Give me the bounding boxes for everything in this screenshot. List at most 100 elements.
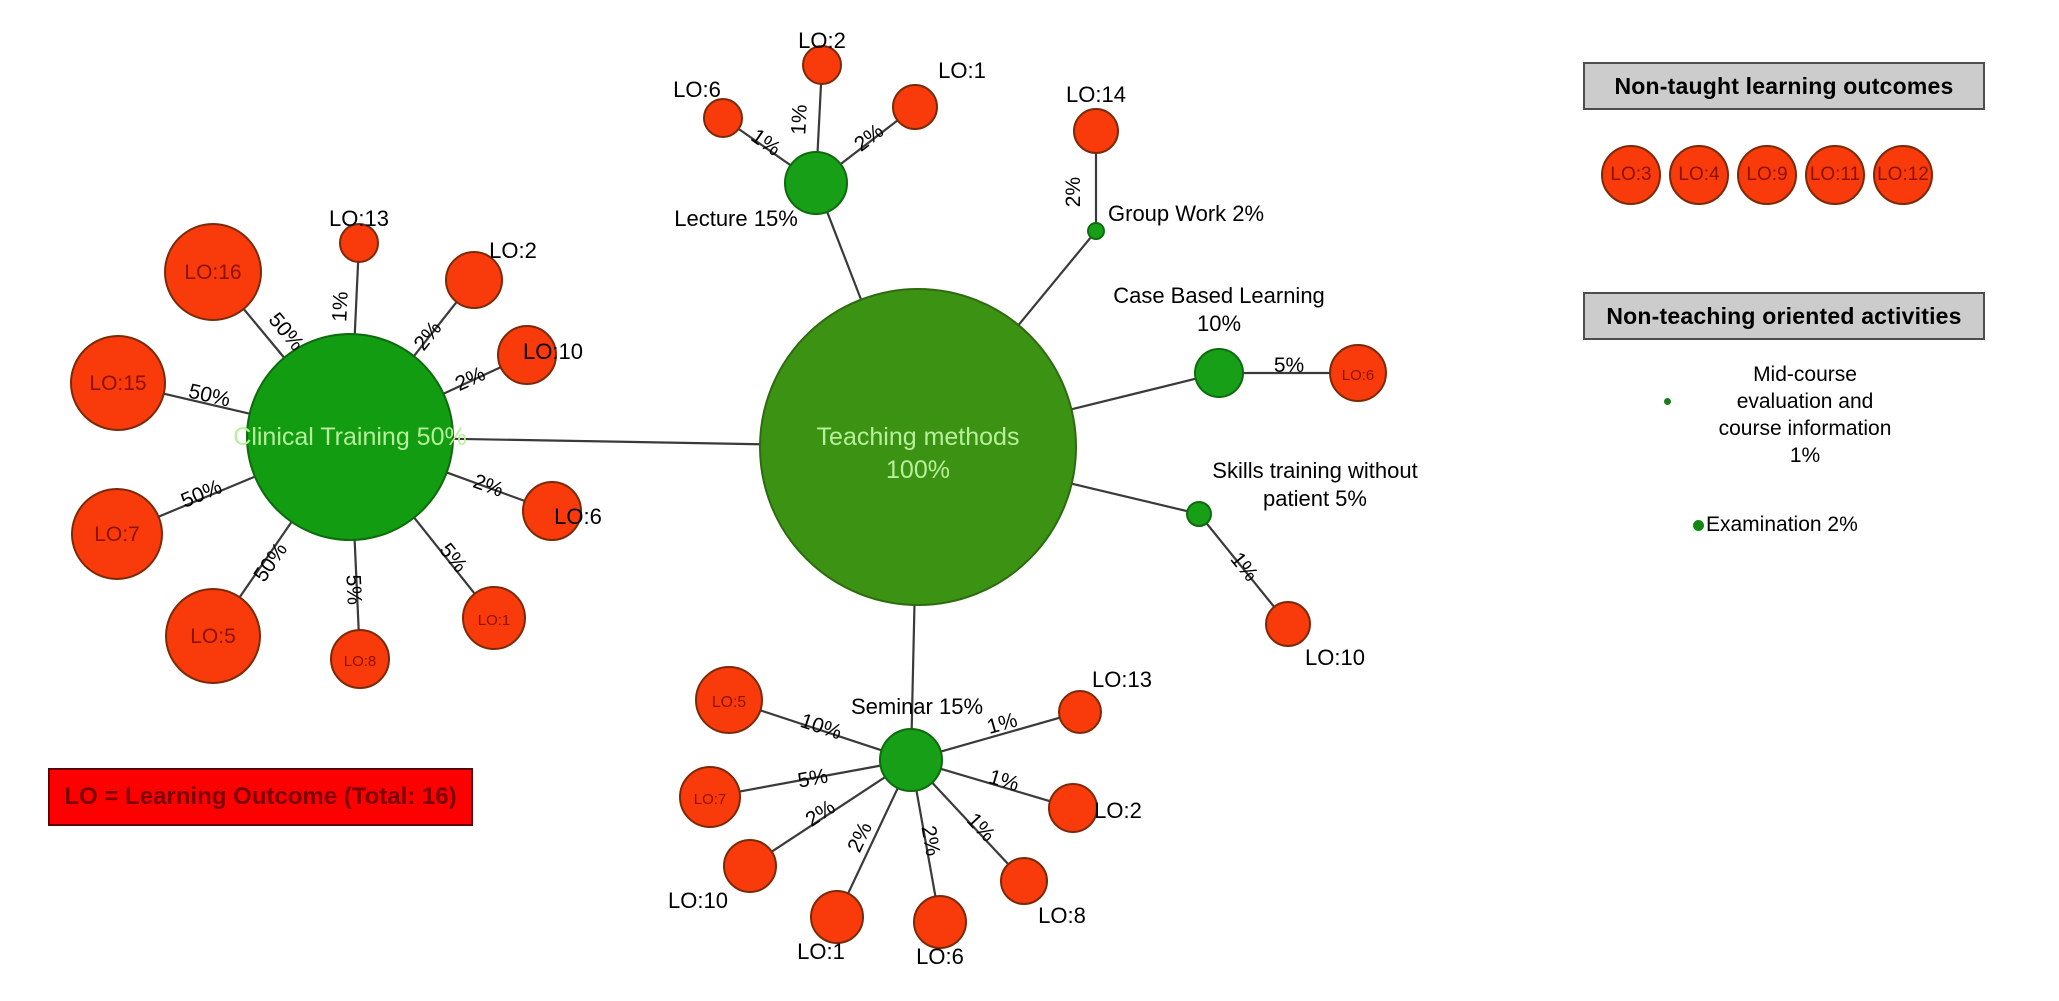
edge-weight-label: 2% — [470, 470, 506, 502]
node-hub-skills[interactable] — [1186, 501, 1212, 527]
leaf-label-lo6: LO:6 — [673, 77, 721, 102]
leaf-label-lo6: LO:6 — [916, 944, 964, 969]
node-leaf-lo1[interactable] — [462, 586, 526, 650]
edge-clinical-to-LO7 — [158, 475, 256, 518]
node-leaf-lo10[interactable] — [497, 325, 557, 385]
edge-seminar-to-LO10 — [771, 776, 886, 853]
node-leaf-lo8[interactable] — [1000, 857, 1048, 905]
node-leaf-lo7[interactable] — [71, 488, 163, 580]
edge-seminar-to-LO13 — [940, 716, 1061, 753]
leaf-label-lo2: LO:2 — [798, 28, 846, 53]
node-leaf-lo6[interactable] — [703, 98, 743, 138]
legend-item-mid-course-evaluation: Mid-course evaluation and course informati… — [1664, 362, 1930, 470]
node-leaf-lo5[interactable] — [165, 588, 261, 684]
hub-label-skills: Skills training without — [1212, 458, 1417, 483]
lo-key-legend: LO = Learning Outcome (Total: 16) — [48, 768, 473, 826]
edge-clinical-to-LO8 — [353, 539, 360, 631]
leaf-label-lo10: LO:10 — [523, 339, 583, 364]
node-leaf-lo7[interactable] — [679, 766, 741, 828]
leaf-label-lo1: LO:1 — [478, 612, 511, 629]
edge-root-to-groupwork — [1017, 236, 1092, 326]
non-taught-lo-list: LO:3 LO:4 LO:9 LO:11 LO:12 — [1601, 145, 1933, 205]
non-taught-lo-chip-lo3[interactable]: LO:3 — [1601, 145, 1661, 205]
node-leaf-lo13[interactable] — [339, 223, 379, 263]
edge-clinical-to-LO15 — [163, 392, 250, 415]
node-leaf-lo2[interactable] — [802, 45, 842, 85]
node-hub-teaching-methods[interactable] — [759, 288, 1077, 606]
leaf-label-lo7: LO:7 — [694, 791, 727, 808]
legend-item-examination: Examination 2% — [1693, 513, 1858, 537]
leaf-label-lo14: LO:14 — [1066, 82, 1126, 107]
node-leaf-lo2[interactable] — [1048, 783, 1098, 833]
edge-weight-label: 1% — [787, 104, 812, 135]
node-hub-clinical[interactable] — [246, 333, 454, 541]
leaf-label-lo1: LO:1 — [938, 58, 986, 83]
leaf-label-lo7: LO:7 — [94, 523, 140, 546]
node-leaf-lo14[interactable] — [1073, 108, 1119, 154]
edge-root-to-casebased — [1071, 377, 1196, 411]
edge-weight-label: 5% — [341, 574, 365, 605]
leaf-label-lo10: LO:10 — [668, 888, 728, 913]
edge-weight-label: 1% — [984, 709, 1019, 739]
edge-weight-label: 50% — [178, 475, 226, 512]
legend-mid-course-line: course information — [1718, 416, 1892, 440]
node-leaf-lo8[interactable] — [330, 629, 390, 689]
leaf-label-lo13: LO:13 — [329, 206, 389, 231]
edge-weight-label: 1% — [328, 291, 352, 322]
green-dot-icon — [1664, 398, 1671, 405]
non-taught-lo-chip-lo11[interactable]: LO:11 — [1805, 145, 1865, 205]
edge-weight-label: 1% — [986, 765, 1022, 796]
edge-weight-label: 2% — [452, 362, 489, 396]
node-leaf-lo13[interactable] — [1058, 690, 1102, 734]
node-leaf-lo6[interactable] — [1329, 344, 1387, 402]
node-leaf-lo10[interactable] — [1265, 601, 1311, 647]
hub-label-lecture: Lecture 15% — [674, 206, 798, 231]
edge-clinical-to-LO10 — [442, 366, 502, 395]
edge-weight-label: 5% — [1274, 354, 1304, 377]
panel-non-teaching-activities-title: Non-teaching oriented activities — [1583, 292, 1985, 340]
legend-mid-course-line: evaluation and — [1736, 389, 1874, 413]
node-leaf-lo2[interactable] — [445, 251, 503, 309]
node-hub-seminar[interactable] — [879, 728, 943, 792]
node-leaf-lo10[interactable] — [723, 839, 777, 893]
non-taught-lo-chip-lo9[interactable]: LO:9 — [1737, 145, 1797, 205]
edge-weight-label: 2% — [801, 796, 839, 832]
node-leaf-lo16[interactable] — [164, 223, 262, 321]
edge-seminar-to-LO2 — [940, 767, 1051, 803]
hub-label-teaching-methods: 100% — [886, 456, 950, 484]
node-hub-casebased[interactable] — [1194, 348, 1244, 398]
hub-label-groupwork: Group Work 2% — [1108, 201, 1264, 226]
node-leaf-lo6[interactable] — [522, 481, 582, 541]
edge-clinical-to-LO1 — [413, 516, 476, 595]
edge-weight-label: 1% — [747, 125, 785, 161]
edge-seminar-to-LO6 — [915, 790, 937, 897]
edge-weight-label: 2% — [850, 119, 888, 156]
node-leaf-lo6[interactable] — [913, 895, 967, 949]
edge-clinical-to-LO13 — [353, 261, 360, 335]
non-taught-lo-chip-lo12[interactable]: LO:12 — [1873, 145, 1933, 205]
node-hub-lecture[interactable] — [784, 151, 848, 215]
edge-seminar-to-LO5 — [759, 709, 882, 752]
node-leaf-lo1[interactable] — [810, 890, 864, 944]
non-taught-lo-chip-lo4[interactable]: LO:4 — [1669, 145, 1729, 205]
edge-lecture-to-LO2 — [816, 83, 823, 153]
leaf-label-lo15: LO:15 — [89, 372, 146, 395]
hub-label-skills: patient 5% — [1263, 486, 1367, 511]
legend-mid-course-line: Mid-course — [1753, 363, 1857, 386]
node-leaf-lo5[interactable] — [695, 666, 763, 734]
panel-non-taught-learning-outcomes-title: Non-taught learning outcomes — [1583, 62, 1985, 110]
hub-label-casebased: 10% — [1197, 311, 1241, 336]
node-leaf-lo1[interactable] — [892, 84, 938, 130]
edge-lecture-to-LO6 — [737, 127, 792, 167]
hub-label-teaching-methods: Teaching methods — [817, 423, 1020, 451]
edge-root-to-lecture — [826, 211, 863, 301]
leaf-label-lo13: LO:13 — [1092, 667, 1152, 692]
legend-item-examination-label: Examination 2% — [1706, 513, 1858, 536]
leaf-label-lo16: LO:16 — [184, 261, 241, 284]
node-hub-groupwork[interactable] — [1087, 222, 1105, 240]
node-leaf-lo15[interactable] — [70, 335, 166, 431]
leaf-label-lo6: LO:6 — [554, 504, 602, 529]
leaf-label-lo2: LO:2 — [489, 238, 537, 263]
